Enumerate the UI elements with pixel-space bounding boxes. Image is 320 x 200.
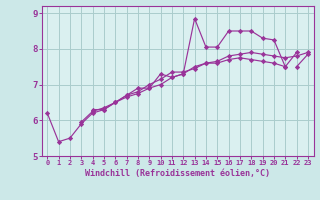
X-axis label: Windchill (Refroidissement éolien,°C): Windchill (Refroidissement éolien,°C) [85, 169, 270, 178]
